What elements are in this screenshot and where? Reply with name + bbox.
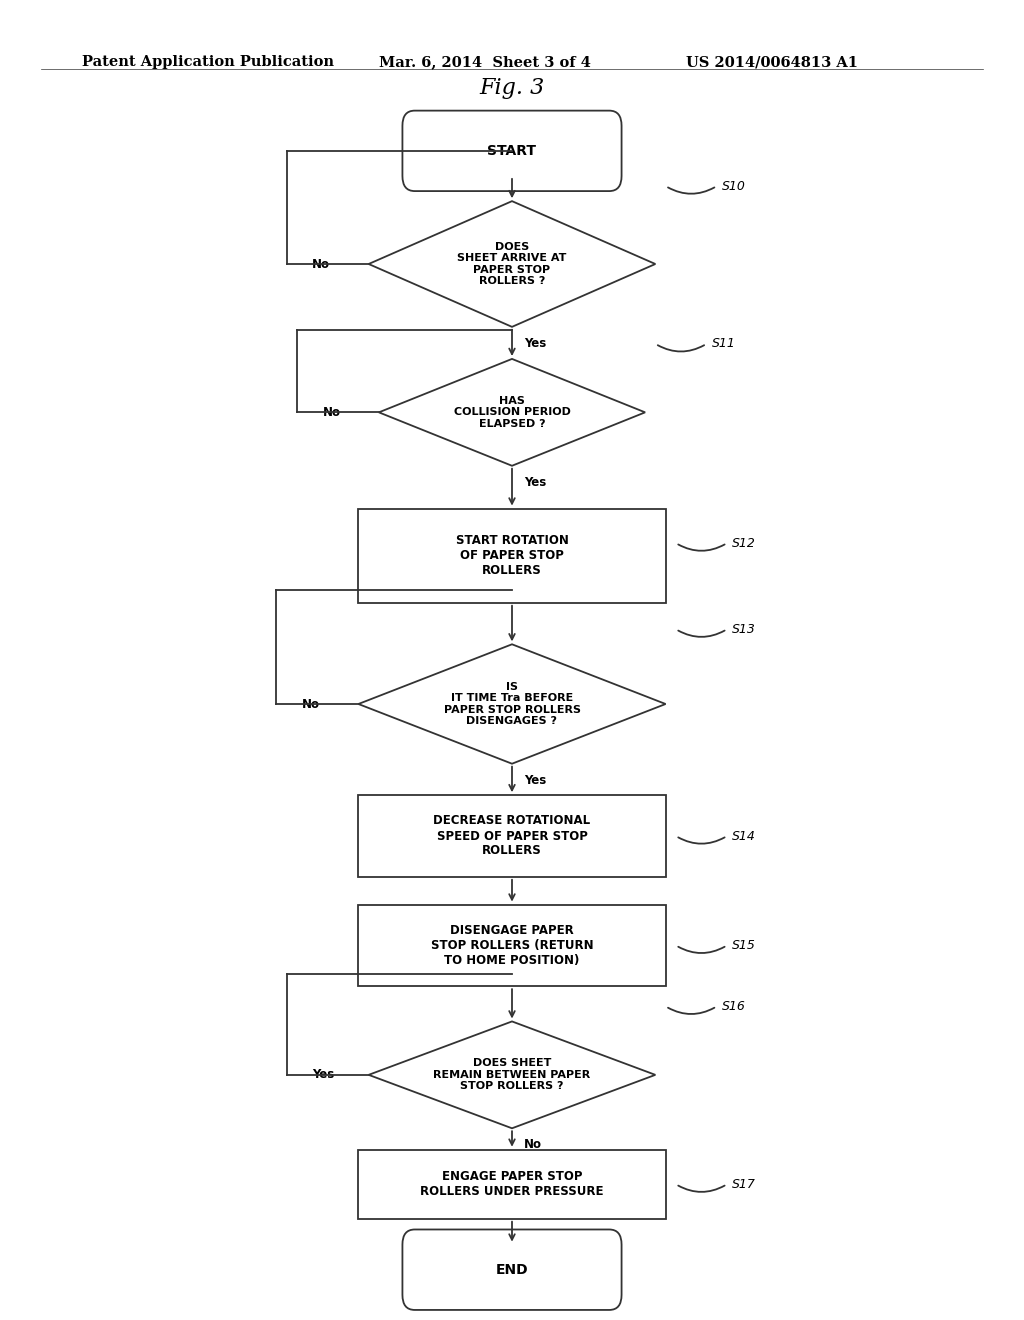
Text: Mar. 6, 2014  Sheet 3 of 4: Mar. 6, 2014 Sheet 3 of 4 <box>379 55 591 70</box>
Text: S11: S11 <box>712 338 735 350</box>
Text: Yes: Yes <box>524 774 547 787</box>
Text: No: No <box>323 405 341 418</box>
Text: US 2014/0064813 A1: US 2014/0064813 A1 <box>686 55 858 70</box>
Bar <box>358 508 666 603</box>
Text: S12: S12 <box>732 537 756 549</box>
Bar <box>358 904 666 986</box>
Text: S16: S16 <box>722 999 745 1012</box>
FancyBboxPatch shape <box>402 111 622 191</box>
Text: DOES
SHEET ARRIVE AT
PAPER STOP
ROLLERS ?: DOES SHEET ARRIVE AT PAPER STOP ROLLERS … <box>458 242 566 286</box>
Text: No: No <box>302 697 321 710</box>
Text: DOES SHEET
REMAIN BETWEEN PAPER
STOP ROLLERS ?: DOES SHEET REMAIN BETWEEN PAPER STOP ROL… <box>433 1059 591 1092</box>
Text: Yes: Yes <box>312 1068 335 1081</box>
Text: END: END <box>496 1263 528 1276</box>
FancyBboxPatch shape <box>402 1229 622 1309</box>
Text: S13: S13 <box>732 623 756 636</box>
Text: START ROTATION
OF PAPER STOP
ROLLERS: START ROTATION OF PAPER STOP ROLLERS <box>456 535 568 577</box>
Text: HAS
COLLISION PERIOD
ELAPSED ?: HAS COLLISION PERIOD ELAPSED ? <box>454 396 570 429</box>
Polygon shape <box>379 359 645 466</box>
Polygon shape <box>369 201 655 327</box>
Text: DISENGAGE PAPER
STOP ROLLERS (RETURN
TO HOME POSITION): DISENGAGE PAPER STOP ROLLERS (RETURN TO … <box>431 924 593 966</box>
Text: ENGAGE PAPER STOP
ROLLERS UNDER PRESSURE: ENGAGE PAPER STOP ROLLERS UNDER PRESSURE <box>420 1171 604 1199</box>
Text: Yes: Yes <box>524 337 547 350</box>
Polygon shape <box>358 644 666 764</box>
Text: S15: S15 <box>732 939 756 952</box>
Text: No: No <box>524 1138 543 1151</box>
Bar <box>358 1150 666 1218</box>
Bar <box>358 795 666 876</box>
Text: Patent Application Publication: Patent Application Publication <box>82 55 334 70</box>
Text: No: No <box>312 257 331 271</box>
Text: IS
IT TIME Tra BEFORE
PAPER STOP ROLLERS
DISENGAGES ?: IS IT TIME Tra BEFORE PAPER STOP ROLLERS… <box>443 681 581 726</box>
Text: S10: S10 <box>722 180 745 193</box>
Text: Fig. 3: Fig. 3 <box>479 77 545 99</box>
Text: START: START <box>487 144 537 158</box>
Text: Yes: Yes <box>524 475 547 488</box>
Text: DECREASE ROTATIONAL
SPEED OF PAPER STOP
ROLLERS: DECREASE ROTATIONAL SPEED OF PAPER STOP … <box>433 814 591 858</box>
Polygon shape <box>369 1022 655 1129</box>
Text: S17: S17 <box>732 1177 756 1191</box>
Text: S14: S14 <box>732 829 756 842</box>
